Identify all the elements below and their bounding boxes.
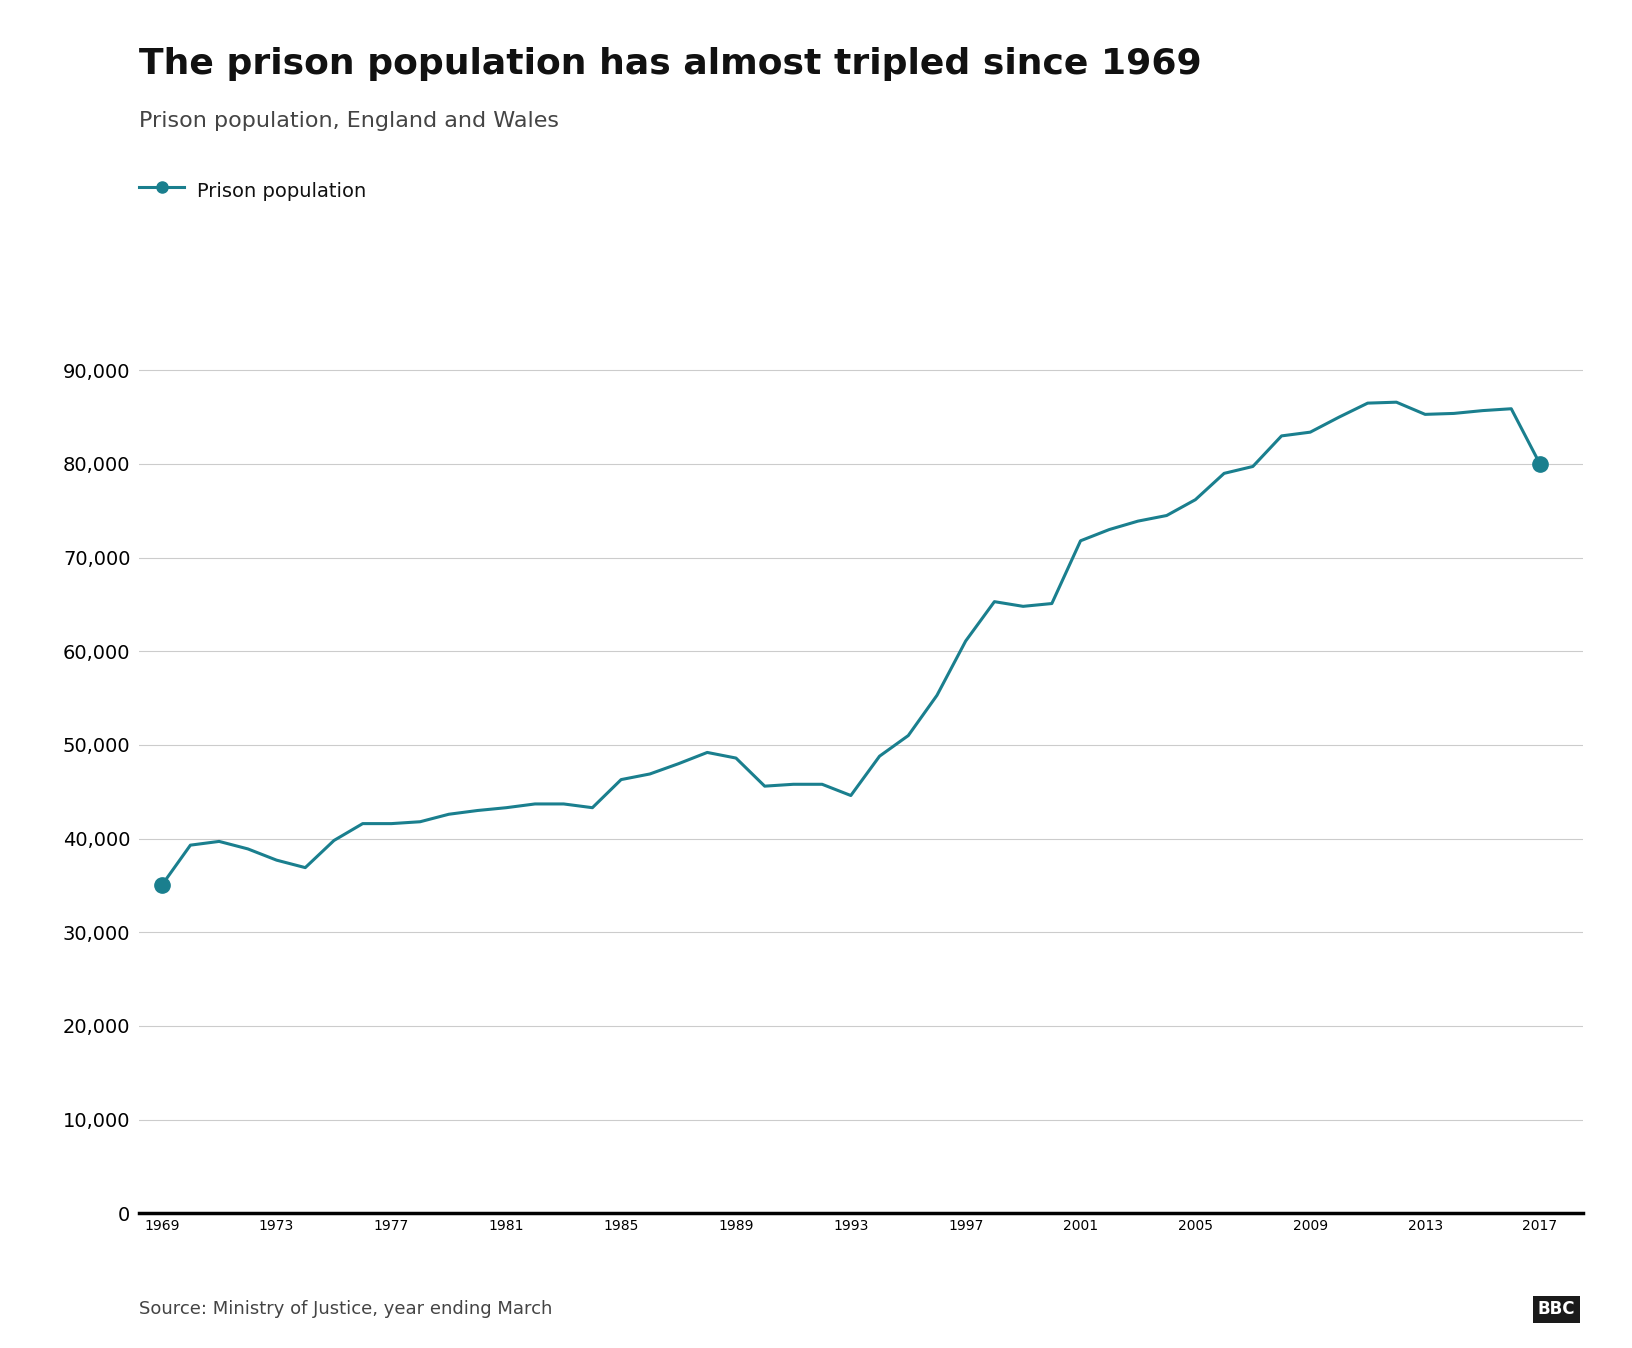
Text: Prison population, England and Wales: Prison population, England and Wales xyxy=(139,111,558,131)
Text: BBC: BBC xyxy=(1537,1301,1575,1318)
Text: Prison population: Prison population xyxy=(197,182,367,201)
Text: Source: Ministry of Justice, year ending March: Source: Ministry of Justice, year ending… xyxy=(139,1301,552,1318)
Text: The prison population has almost tripled since 1969: The prison population has almost tripled… xyxy=(139,47,1201,81)
